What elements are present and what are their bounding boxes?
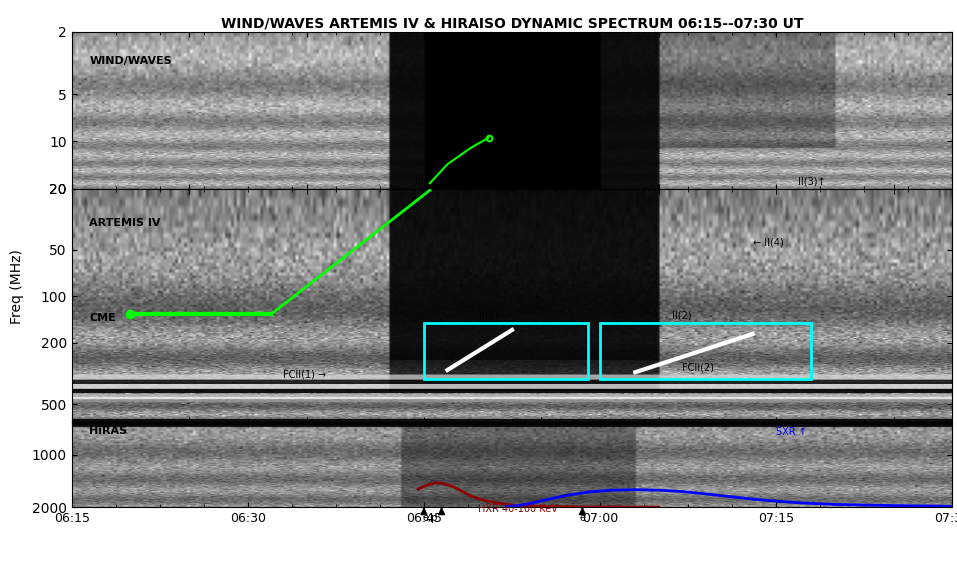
Text: ← II(4): ← II(4) xyxy=(752,238,784,248)
Text: FCII(1) →: FCII(1) → xyxy=(283,370,326,379)
Text: e,p: e,p xyxy=(422,513,437,523)
Text: II(1): II(1) xyxy=(478,311,499,320)
Text: HXR 40-100 KeV: HXR 40-100 KeV xyxy=(478,504,558,514)
Bar xyxy=(424,323,589,379)
Text: Freq (MHz): Freq (MHz) xyxy=(11,249,24,324)
Text: FCII(2): FCII(2) xyxy=(682,363,714,373)
Text: III(1)↑: III(1)↑ xyxy=(414,177,445,187)
Text: II(3)↑: II(3)↑ xyxy=(797,177,825,187)
Title: WIND/WAVES ARTEMIS IV & HIRAISO DYNAMIC SPECTRUM 06:15--07:30 UT: WIND/WAVES ARTEMIS IV & HIRAISO DYNAMIC … xyxy=(221,17,803,30)
Bar xyxy=(600,323,812,379)
Text: ↑ III(2): ↑ III(2) xyxy=(560,177,593,187)
Text: WIND/WAVES: WIND/WAVES xyxy=(89,56,172,65)
Text: CME: CME xyxy=(89,313,116,323)
Text: e: e xyxy=(579,513,586,523)
Text: HiRAS: HiRAS xyxy=(89,426,127,437)
Text: II(2): II(2) xyxy=(673,311,692,320)
Text: SXR ↑: SXR ↑ xyxy=(776,427,807,437)
Text: ARTEMIS IV: ARTEMIS IV xyxy=(89,218,161,228)
